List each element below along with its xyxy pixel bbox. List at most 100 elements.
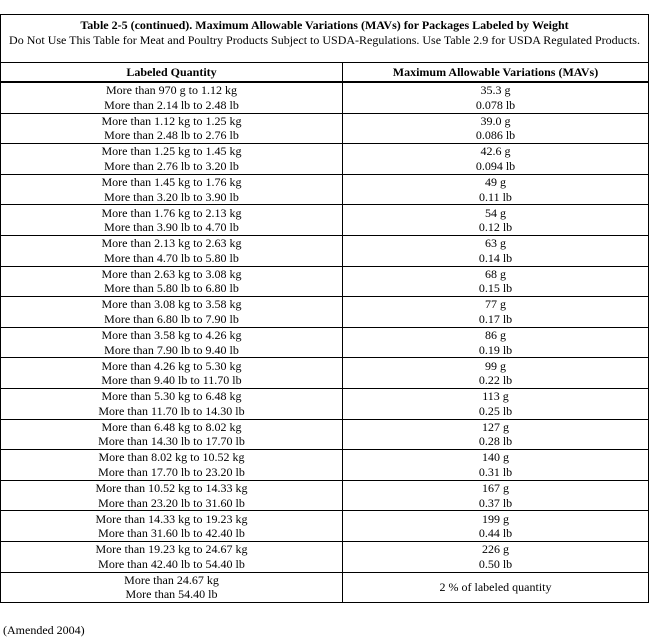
mav-cell: 35.3 g 0.078 lb xyxy=(343,83,648,113)
mav-cell-line: 127 g xyxy=(482,419,509,434)
labeled-quantity-cell-line: More than 3.58 kg to 4.26 kg xyxy=(101,328,242,343)
mav-cell-line: 140 g xyxy=(482,450,509,465)
table-row: More than 14.33 kg to 19.23 kg More than … xyxy=(1,511,648,542)
table-row: More than 2.13 kg to 2.63 kg More than 4.… xyxy=(1,235,648,267)
labeled-quantity-cell: More than 1.12 kg to 1.25 kg More than 2.… xyxy=(1,113,343,144)
mav-cell: 113 g 0.25 lb xyxy=(343,389,648,419)
labeled-quantity-cell-line: More than 2.48 lb to 2.76 lb xyxy=(104,128,239,143)
mav-cell-line: 68 g xyxy=(485,266,506,281)
labeled-quantity-cell-line: More than 23.20 lb to 31.60 lb xyxy=(98,495,245,510)
labeled-quantity-cell-line: More than 1.76 kg to 2.13 kg xyxy=(101,205,242,220)
labeled-quantity-cell-line: More than 1.25 kg to 1.45 kg xyxy=(101,144,242,159)
table-row: More than 3.58 kg to 4.26 kg More than 7.… xyxy=(1,327,648,359)
mav-cell-line: 226 g xyxy=(482,542,509,557)
labeled-quantity-cell: More than 8.02 kg to 10.52 kg More than 1… xyxy=(1,450,343,480)
labeled-quantity-cell-line: More than 1.45 kg to 1.76 kg xyxy=(101,175,242,190)
labeled-quantity-cell-line: More than 31.60 lb to 42.40 lb xyxy=(98,526,245,541)
labeled-quantity-cell-line: More than 970 g to 1.12 kg xyxy=(106,83,237,98)
mav-cell-line: 2 % of labeled quantity xyxy=(439,580,552,595)
mav-cell-line: 99 g xyxy=(485,358,506,373)
mav-cell-line: 0.078 lb xyxy=(475,97,516,112)
header-labeled-quantity: Labeled Quantity xyxy=(1,63,343,81)
mav-cell-line: 0.15 lb xyxy=(478,281,513,296)
labeled-quantity-cell-line: More than 17.70 lb to 23.20 lb xyxy=(98,464,245,479)
labeled-quantity-cell-line: More than 2.63 kg to 3.08 kg xyxy=(101,266,242,281)
mav-cell-line: 0.12 lb xyxy=(478,220,513,235)
labeled-quantity-cell-line: More than 5.30 kg to 6.48 kg xyxy=(101,389,242,404)
labeled-quantity-cell: More than 6.48 kg to 8.02 kg More than 14… xyxy=(1,419,343,450)
mav-cell: 2 % of labeled quantity xyxy=(343,573,648,603)
labeled-quantity-cell: More than 4.26 kg to 5.30 kg More than 9.… xyxy=(1,358,343,388)
mav-cell-line: 0.37 lb xyxy=(478,495,513,510)
labeled-quantity-cell-line: More than 2.13 kg to 2.63 kg xyxy=(101,236,242,251)
table-caption: Table 2-5 (continued). Maximum Allowable… xyxy=(1,15,648,63)
mav-cell-line: 0.14 lb xyxy=(478,250,513,265)
mav-cell-line: 54 g xyxy=(485,205,506,220)
table-body: More than 970 g to 1.12 kg More than 2.14… xyxy=(1,83,648,603)
mav-cell-line: 49 g xyxy=(485,175,506,190)
labeled-quantity-cell: More than 3.58 kg to 4.26 kg More than 7.… xyxy=(1,327,343,358)
table-row: More than 1.12 kg to 1.25 kg More than 2.… xyxy=(1,113,648,145)
mav-cell: 226 g 0.50 lb xyxy=(343,542,648,572)
mav-cell-line: 0.28 lb xyxy=(478,434,513,449)
table-row: More than 6.48 kg to 8.02 kg More than 14… xyxy=(1,419,648,451)
mav-cell-line: 167 g xyxy=(482,481,509,496)
mav-cell-line: 0.50 lb xyxy=(478,556,513,571)
table-row: More than 1.76 kg to 2.13 kg More than 3.… xyxy=(1,205,648,236)
table-row: More than 19.23 kg to 24.67 kg More than … xyxy=(1,541,648,573)
labeled-quantity-cell-line: More than 4.26 kg to 5.30 kg xyxy=(101,358,242,373)
labeled-quantity-cell-line: More than 5.80 lb to 6.80 lb xyxy=(104,281,239,296)
header-mav: Maximum Allowable Variations (MAVs) xyxy=(392,65,599,79)
labeled-quantity-cell: More than 970 g to 1.12 kg More than 2.14… xyxy=(1,83,343,113)
table-row: More than 1.45 kg to 1.76 kg More than 3.… xyxy=(1,174,648,206)
labeled-quantity-cell-line: More than 42.40 lb to 54.40 lb xyxy=(98,556,245,571)
table-row: More than 5.30 kg to 6.48 kg More than 11… xyxy=(1,388,648,420)
mav-cell: 63 g 0.14 lb xyxy=(343,236,648,266)
labeled-quantity-cell-line: More than 54.40 lb xyxy=(125,587,218,602)
labeled-quantity-cell: More than 2.13 kg to 2.63 kg More than 4.… xyxy=(1,235,343,266)
mav-cell-line: 0.31 lb xyxy=(478,464,513,479)
mav-cell-line: 63 g xyxy=(485,236,506,251)
labeled-quantity-cell-line: More than 2.76 lb to 3.20 lb xyxy=(104,158,239,173)
table-row: More than 2.63 kg to 3.08 kg More than 5.… xyxy=(1,266,648,298)
labeled-quantity-cell-line: More than 14.33 kg to 19.23 kg xyxy=(95,511,248,526)
table-row: More than 1.25 kg to 1.45 kg More than 2.… xyxy=(1,144,648,175)
table-row: More than 8.02 kg to 10.52 kg More than 1… xyxy=(1,450,648,481)
table-header: Labeled Quantity Maximum Allowable Varia… xyxy=(1,63,648,83)
table-row: More than 970 g to 1.12 kg More than 2.14… xyxy=(1,83,648,114)
labeled-quantity-cell: More than 3.08 kg to 3.58 kg More than 6.… xyxy=(1,297,343,327)
labeled-quantity-cell-line: More than 3.90 lb to 4.70 lb xyxy=(104,220,239,235)
labeled-quantity-cell-line: More than 2.14 lb to 2.48 lb xyxy=(104,97,239,112)
labeled-quantity-cell-line: More than 11.70 lb to 14.30 lb xyxy=(98,403,245,418)
labeled-quantity-cell-line: More than 9.40 lb to 11.70 lb xyxy=(101,373,242,388)
mav-cell: 140 g 0.31 lb xyxy=(343,450,648,480)
mav-cell-line: 0.11 lb xyxy=(479,189,512,204)
mav-cell-line: 35.3 g xyxy=(480,83,511,98)
mav-cell-line: 0.094 lb xyxy=(475,158,516,173)
labeled-quantity-cell: More than 5.30 kg to 6.48 kg More than 11… xyxy=(1,388,343,419)
mav-cell-line: 0.22 lb xyxy=(478,373,513,388)
mav-cell-line: 0.086 lb xyxy=(475,128,516,143)
labeled-quantity-cell-line: More than 6.80 lb to 7.90 lb xyxy=(104,311,239,326)
mav-cell-line: 199 g xyxy=(482,511,509,526)
labeled-quantity-cell-line: More than 14.30 lb to 17.70 lb xyxy=(98,434,245,449)
mav-cell: 167 g 0.37 lb xyxy=(343,481,648,511)
mav-cell-line: 86 g xyxy=(485,328,506,343)
labeled-quantity-cell-line: More than 3.08 kg to 3.58 kg xyxy=(101,297,242,312)
mav-table: Table 2-5 (continued). Maximum Allowable… xyxy=(0,14,649,604)
table-row: More than 10.52 kg to 14.33 kg More than … xyxy=(1,480,648,512)
mav-cell-line: 39.0 g xyxy=(480,113,511,128)
mav-cell-line: 0.44 lb xyxy=(478,526,513,541)
mav-cell-line: 0.17 lb xyxy=(478,311,513,326)
labeled-quantity-cell-line: More than 4.70 lb to 5.80 lb xyxy=(104,250,239,265)
mav-cell: 99 g 0.22 lb xyxy=(343,358,648,388)
table-subtitle: Do Not Use This Table for Meat and Poult… xyxy=(9,33,640,47)
mav-cell: 199 g 0.44 lb xyxy=(343,511,648,541)
labeled-quantity-cell: More than 1.76 kg to 2.13 kg More than 3.… xyxy=(1,205,343,235)
mav-cell: 68 g 0.15 lb xyxy=(343,267,648,297)
mav-cell-line: 77 g xyxy=(485,297,506,312)
labeled-quantity-cell-line: More than 19.23 kg to 24.67 kg xyxy=(95,542,248,557)
labeled-quantity-cell-line: More than 7.90 lb to 9.40 lb xyxy=(104,342,239,357)
footnote: (Amended 2004) xyxy=(3,623,85,637)
labeled-quantity-cell-line: More than 24.67 kg xyxy=(124,572,219,587)
